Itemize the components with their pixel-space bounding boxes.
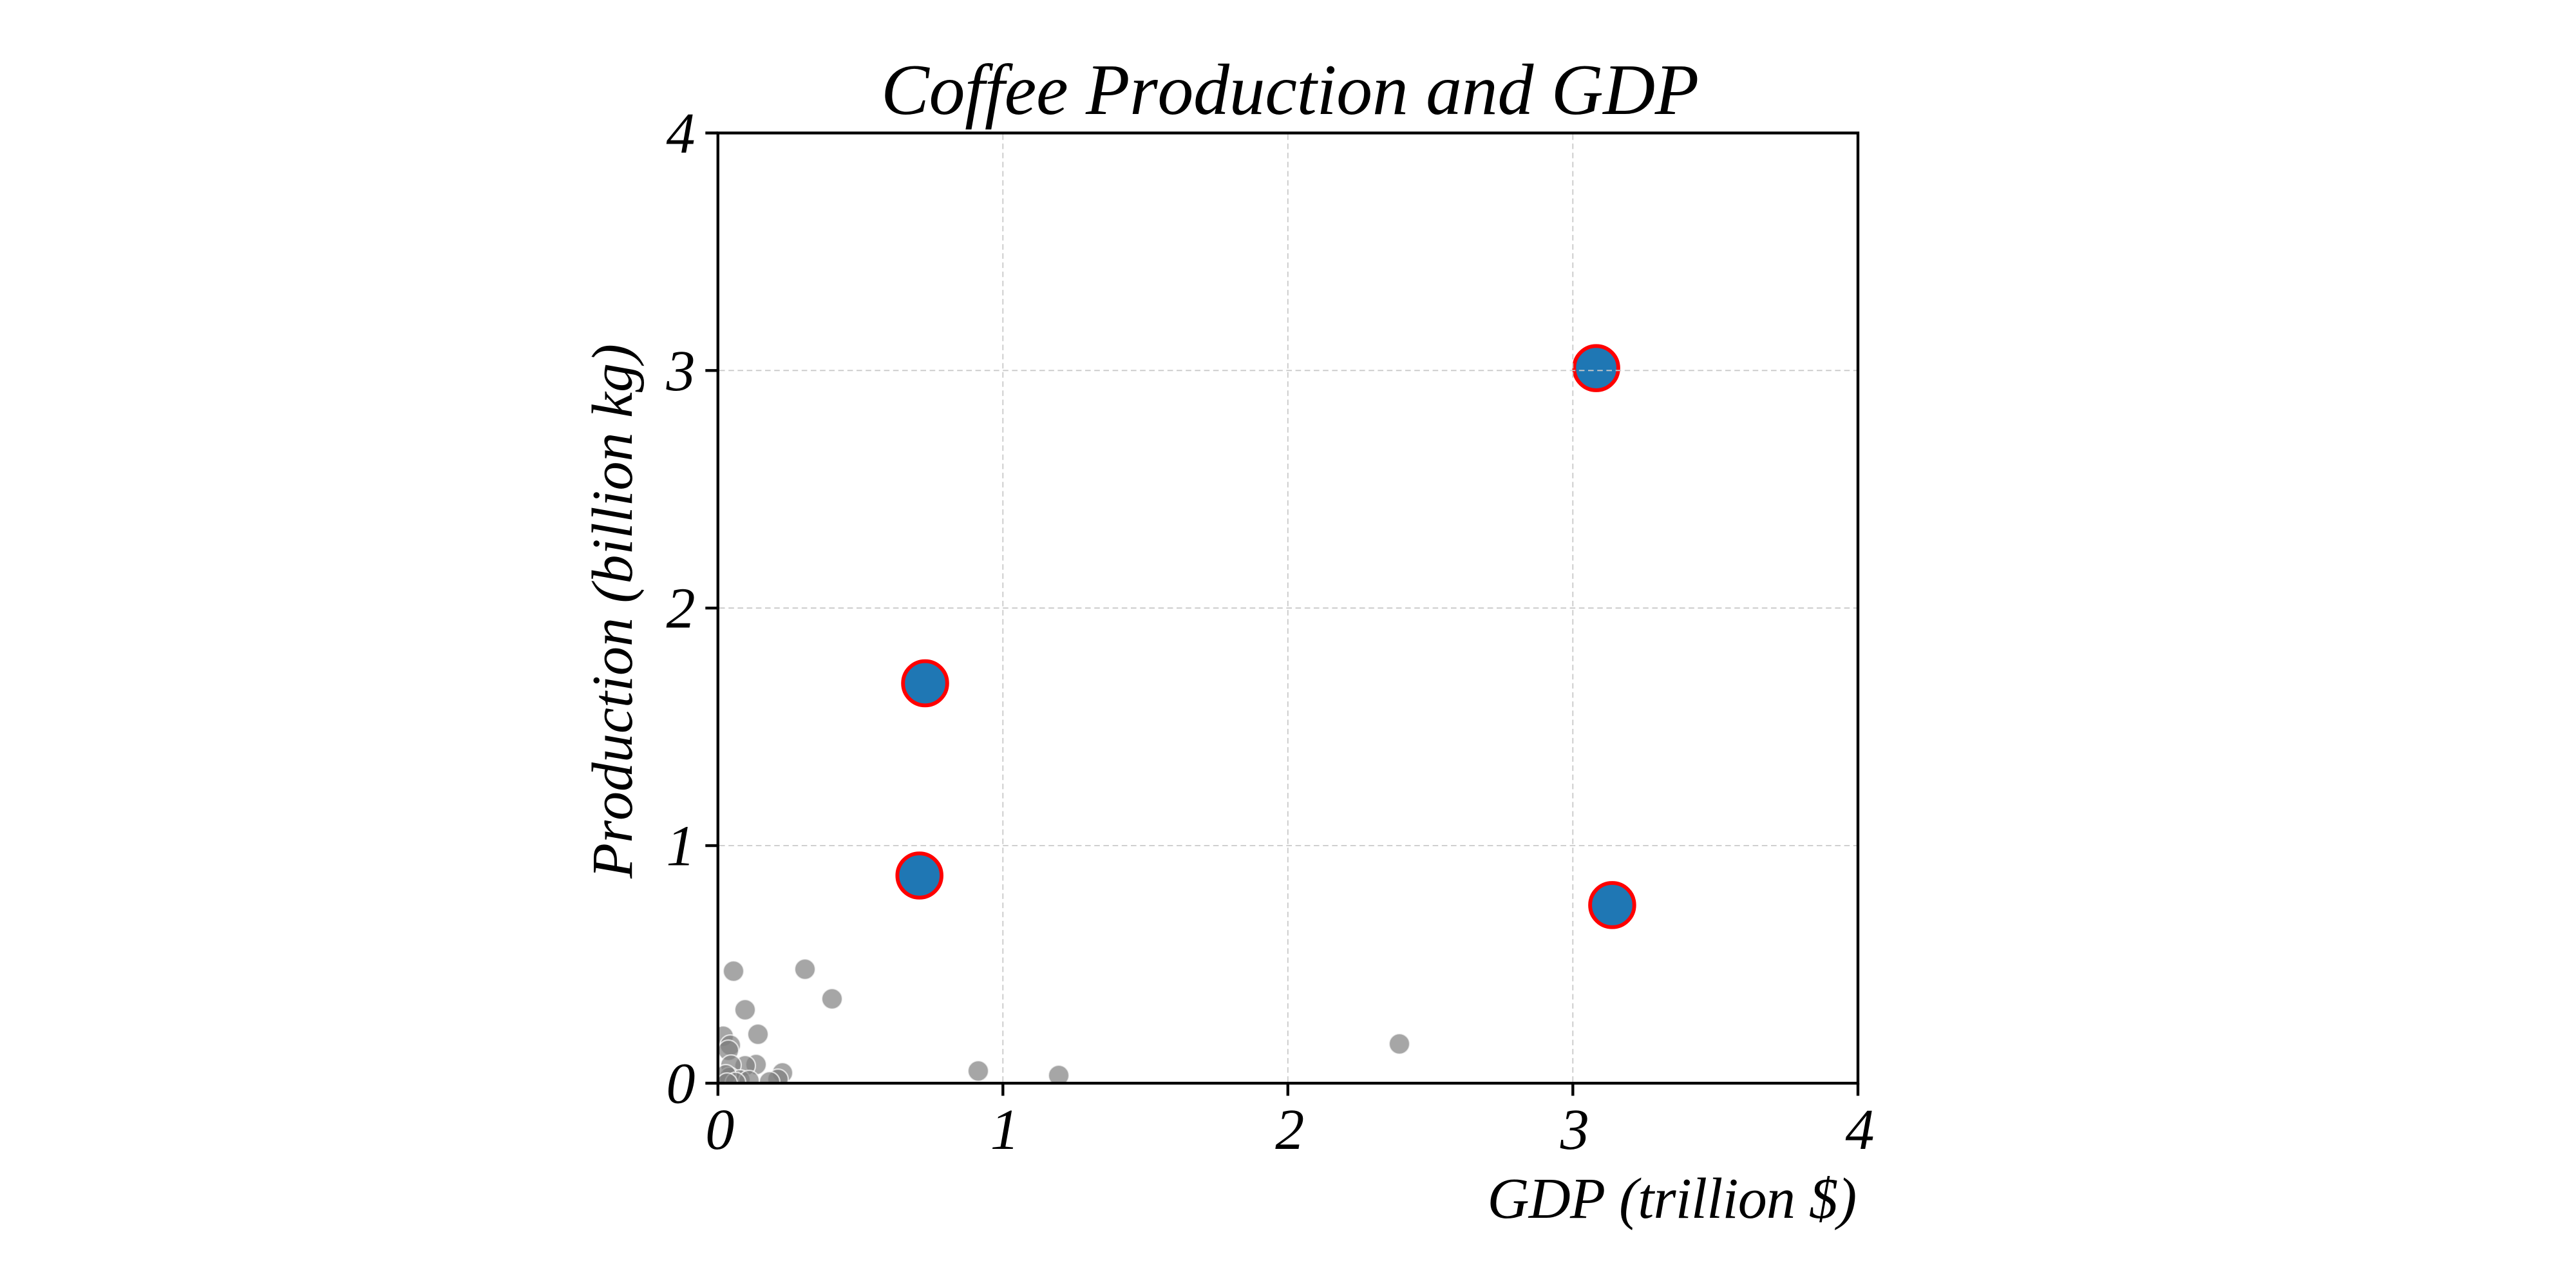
svg-text:0: 0 bbox=[705, 1098, 734, 1162]
svg-text:4: 4 bbox=[667, 102, 696, 166]
svg-text:Coffee Production and GDP: Coffee Production and GDP bbox=[881, 50, 1699, 130]
svg-text:3: 3 bbox=[666, 339, 696, 403]
svg-text:0: 0 bbox=[667, 1052, 696, 1116]
svg-text:3: 3 bbox=[1560, 1098, 1589, 1162]
svg-text:Production (billion kg): Production (billion kg) bbox=[581, 344, 645, 879]
svg-text:4: 4 bbox=[1846, 1098, 1875, 1162]
svg-text:2: 2 bbox=[1275, 1098, 1304, 1162]
svg-text:1: 1 bbox=[990, 1098, 1019, 1162]
svg-text:1: 1 bbox=[667, 815, 696, 878]
svg-text:GDP (trillion $): GDP (trillion $) bbox=[1488, 1167, 1857, 1231]
svg-text:2: 2 bbox=[667, 577, 696, 641]
